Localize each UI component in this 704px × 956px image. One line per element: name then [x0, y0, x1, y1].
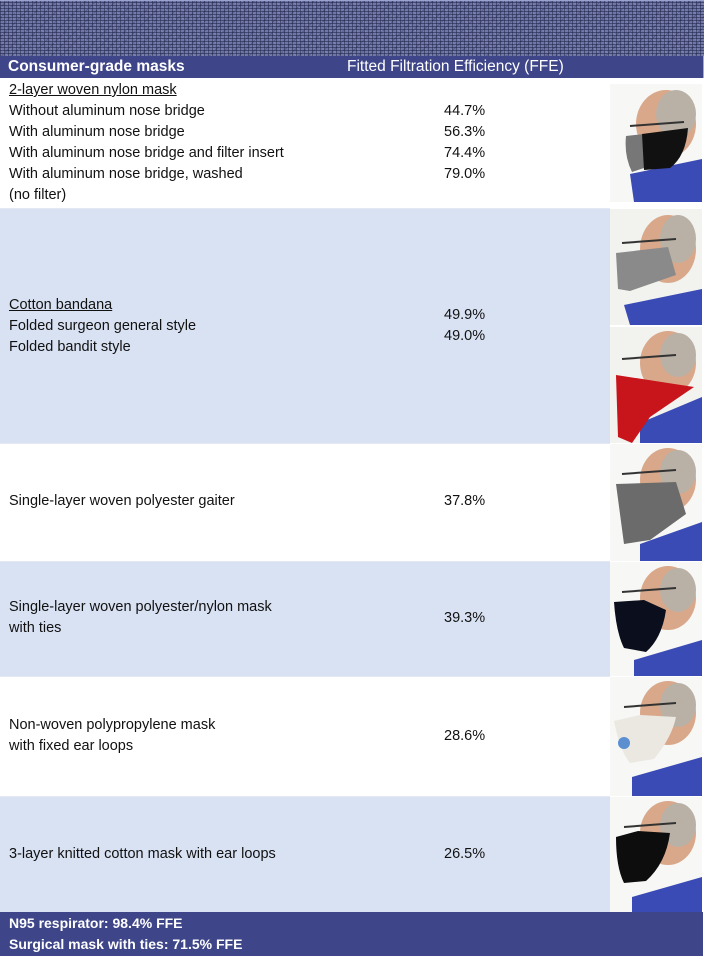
row-label-line2: with fixed ear loops — [9, 738, 134, 754]
table-header: Consumer-grade masks Fitted Filtration E… — [0, 56, 704, 78]
row-title: Cotton bandana — [9, 297, 113, 313]
photo-polyester-nylon-mask — [610, 562, 702, 676]
row-title: 2-layer woven nylon mask — [9, 82, 177, 98]
photo-polypropylene-mask — [610, 677, 702, 796]
footer-reference-values: N95 respirator: 98.4% FFE Surgical mask … — [0, 912, 703, 956]
row-label-line2: with ties — [9, 620, 62, 636]
row-label: 3-layer knitted cotton mask with ear loo… — [9, 846, 276, 862]
table-row-polypropylene-mask: Non-woven polypropylene mask with fixed … — [0, 677, 610, 796]
row-item-ffe: 79.0% — [444, 166, 486, 182]
row-label-line1: Single-layer woven polyester/nylon mask — [9, 599, 272, 615]
row-item-label: Without aluminum nose bridge — [9, 103, 205, 119]
table-row-gaiter: Single-layer woven polyester gaiter 37.8… — [0, 444, 610, 561]
photo-knitted-cotton-mask — [610, 797, 702, 912]
row-item-ffe: 49.0% — [444, 328, 486, 344]
row-item-label: Folded bandit style — [9, 339, 131, 355]
footer-n95: N95 respirator: 98.4% FFE — [9, 915, 183, 931]
header-ffe-column: Fitted Filtration Efficiency (FFE) — [347, 58, 564, 75]
row-divider — [0, 443, 610, 444]
row-item-label: With aluminum nose bridge — [9, 124, 185, 140]
row-divider — [0, 676, 610, 677]
row-divider — [0, 561, 610, 562]
row-divider — [0, 796, 610, 797]
photo-bandana-bandit-style — [610, 327, 702, 443]
photo-bandana-surgeon-style — [610, 209, 702, 325]
footer-surgical: Surgical mask with ties: 71.5% FFE — [9, 936, 243, 952]
row-divider — [0, 208, 610, 209]
decorative-banner — [0, 0, 704, 57]
row-item-ffe: 56.3% — [444, 124, 486, 140]
table-row-polyester-nylon-mask: Single-layer woven polyester/nylon mask … — [0, 562, 610, 676]
table-row-knitted-cotton-mask: 3-layer knitted cotton mask with ear loo… — [0, 797, 610, 912]
table-row-cotton-bandana: Cotton bandana Folded surgeon general st… — [0, 209, 610, 443]
row-ffe: 26.5% — [444, 846, 486, 862]
header-mask-column: Consumer-grade masks — [8, 58, 185, 75]
row-item-ffe: 74.4% — [444, 145, 486, 161]
row-ffe: 37.8% — [444, 493, 486, 509]
row-item-ffe: 44.7% — [444, 103, 486, 119]
row-label: Single-layer woven polyester gaiter — [9, 493, 235, 509]
row-item-ffe: 49.9% — [444, 307, 486, 323]
row-label-line1: Non-woven polypropylene mask — [9, 717, 216, 733]
row-item-label: Folded surgeon general style — [9, 318, 197, 334]
row-item-label: With aluminum nose bridge and filter ins… — [9, 145, 284, 161]
photo-gaiter — [610, 444, 702, 561]
photo-nylon-mask — [610, 84, 702, 202]
row-item-label: With aluminum nose bridge, washed — [9, 166, 243, 182]
row-ffe: 28.6% — [444, 728, 486, 744]
row-note: (no filter) — [9, 187, 67, 203]
table-row-nylon-mask: 2-layer woven nylon mask Without aluminu… — [0, 78, 610, 208]
row-ffe: 39.3% — [444, 610, 486, 626]
